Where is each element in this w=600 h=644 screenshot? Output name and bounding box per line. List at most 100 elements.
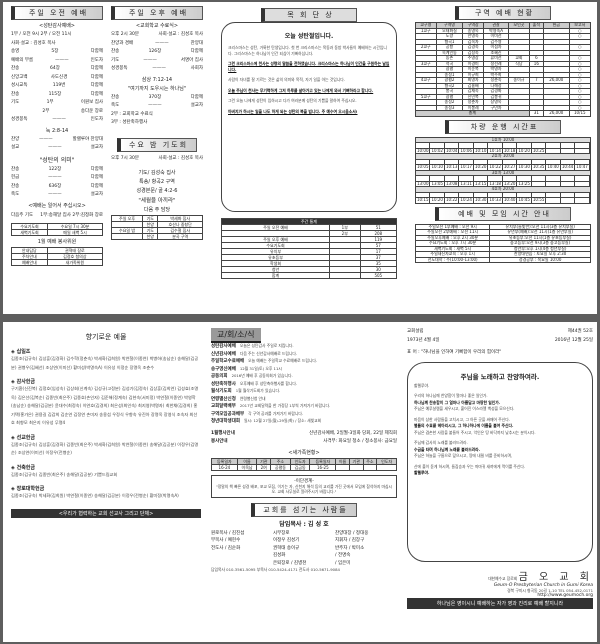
news-item: 교회달력배부 2017년 교회달력을 한 가정당 1부씩 가져가기 바랍니다. bbox=[211, 403, 331, 409]
news-item: 월삭기도회 1월 월삭기도회가 있습니다. bbox=[211, 388, 281, 394]
table-cell: 505 bbox=[359, 272, 398, 279]
district-row: 5교구 광평 신민복 김봉귀 ○ bbox=[415, 93, 592, 100]
wednesday-prayer: 기도/ 김성숙 집사 bbox=[138, 170, 176, 176]
afternoon-subtitle: <교회학교 수료식> bbox=[135, 23, 179, 29]
bus-time: 10:04 bbox=[443, 147, 460, 154]
bus-time: 10:30 bbox=[516, 164, 532, 171]
schedule-small-table: 수요기도회 수요일 7시 30분 새벽기도회 매일 새벽 5시 bbox=[10, 223, 103, 236]
order-cell: 사도신경 bbox=[50, 74, 68, 80]
church-address: 경북 구미시 형곡동 20길 1-10 TEL 054-452-0171 bbox=[507, 587, 593, 593]
table-cell: 송정3 bbox=[435, 104, 464, 111]
staff-title: 교회를 섬기는 사람들 bbox=[251, 502, 357, 517]
order-cell: 설교자 bbox=[90, 145, 103, 150]
order-cell: 설교 bbox=[11, 145, 20, 150]
next-prayer-label: 다음주 기도 bbox=[11, 212, 34, 218]
offering-names: 김종조(김규숙) 김상훈(김경화) 김종빈(최은주) 박세화(김희원) 박연철(… bbox=[11, 441, 199, 456]
bus-time: 10:33 bbox=[487, 197, 503, 204]
table-cell: ○ bbox=[568, 66, 592, 73]
sermon-paragraph: 크리스마스는 성탄, 거룩한 탄생입니다. 첫 번 크리스마스는 목동과 동방 … bbox=[228, 45, 387, 56]
psalm-line: 할렐루야. bbox=[414, 382, 430, 388]
district-row: 2교구 공항 김경숙 이점자 ○ bbox=[415, 44, 592, 51]
order-cell: ——— bbox=[148, 103, 162, 108]
order-cell: 다함께 bbox=[90, 74, 103, 80]
order-cell: 다함께 bbox=[190, 49, 203, 54]
table-cell bbox=[335, 463, 350, 471]
table-cell: 광평2 bbox=[435, 77, 464, 84]
servants-title: 1월 예배 봉사위원 bbox=[37, 239, 77, 245]
sermon-paragraph: 사람이 자녀를 잘 기르는 것은 삶의 의미와 목적, 자기 일을 아는 것입니… bbox=[228, 77, 345, 82]
newcomer-row: 16-24 이옥남 2여 공평동 김금동 16-25 bbox=[211, 463, 397, 471]
table-cell bbox=[528, 88, 544, 95]
order-cell: 찬송 bbox=[11, 91, 20, 97]
meetings-title: 예배 및 모임 시간 안내 bbox=[435, 206, 571, 221]
schedule-text: 신년감사예배, 2일월-3일화 당회, 22일 제직회 bbox=[309, 430, 397, 436]
order-cell: ——— bbox=[55, 57, 69, 63]
morning-leader: 사회·설교 : 김성호 목사 bbox=[11, 40, 56, 46]
duty-row: 찬양 분곡 구역 bbox=[110, 233, 203, 240]
morning-scripture: 눅 2:8-14 bbox=[45, 127, 69, 134]
morning-sermon-title: "성탄의 의미" bbox=[39, 156, 75, 164]
sermon-paragraph: 아버지가 하시는 일을 나도 하게 되는 성탄의 복을 빕니다. 주 예수여 오… bbox=[228, 108, 358, 114]
order-cell: 다함께 bbox=[190, 94, 203, 100]
church-url[interactable]: http://www.geumoch.org bbox=[537, 593, 593, 598]
offering-names: 김종조(김규숙) 김종빈(최은주) 송해달(김공분) 기쁨드림교회 bbox=[11, 471, 118, 477]
bus-time: 10:00 bbox=[414, 147, 431, 154]
psalm-line: 주님은 예루살렘을 세우시고, 흩어진 이스라엘 백성을 모으신다. bbox=[414, 406, 515, 411]
district-row: 송정3 이봉례 구민자 ○ bbox=[415, 104, 592, 111]
table-cell: ○ bbox=[568, 99, 592, 106]
service-label: 봉사안내 bbox=[211, 439, 228, 444]
table-cell: 박주희 bbox=[482, 71, 510, 78]
order-cell: 다함께 bbox=[90, 175, 103, 180]
order-cell: 서명아 집사 bbox=[180, 57, 203, 63]
table-cell: 나해정 bbox=[482, 82, 510, 89]
afternoon-part3: 3부 : 성탄축하행사 bbox=[111, 120, 148, 125]
order-item: 찬양과 경배 ——— 찬양대 bbox=[111, 40, 203, 49]
bus-times: 10:15 10:20 10:22 10:24 10:30 10:33 10:40 10:45… bbox=[414, 197, 592, 204]
bus-time: 10:25 bbox=[530, 147, 547, 154]
order-item: 찬송 64장 다함께 bbox=[11, 65, 103, 74]
order-cell: 찬송 bbox=[11, 166, 20, 172]
staff-phones: 담임목사 010-3561-5095 부목사 010-5424-4171 전도사… bbox=[211, 567, 340, 572]
order-item: 찬양 ——— 할렐루야 찬양대 bbox=[11, 136, 103, 145]
table-cell bbox=[528, 66, 544, 73]
afternoon-title: 주일 오후 예배 bbox=[111, 6, 203, 20]
order-cell: 사회자 bbox=[190, 66, 203, 71]
district-row: 송정2 정춘자 장명옥 ○ bbox=[415, 99, 592, 106]
order-cell: 찬송 bbox=[11, 183, 20, 189]
offering-names: 구기환(신진복) 김정호(임성숙) 김상회(신계숙) 김성규(고정분) 김성기(… bbox=[11, 386, 199, 425]
next-duty-title: 다음 주 담당 bbox=[143, 207, 171, 213]
table-cell: 7 bbox=[528, 77, 544, 84]
sermon-box: 목 회 단 상 오늘 성탄절입니다. 크리스마스는 성탄, 거룩한 탄생입니다.… bbox=[220, 8, 398, 279]
psalm-line: 주님께 감사의 노래를 불러드려라. bbox=[414, 440, 468, 445]
order-cell: 송영 bbox=[11, 49, 20, 54]
table-cell: 2여 bbox=[256, 463, 272, 471]
offering-names: 김종조(김규숙) 김상훈(김경화) 김수학(정춘숙) 박세화(김희원) 박연철(… bbox=[11, 356, 199, 370]
bus-time: 10:20 bbox=[429, 197, 445, 204]
table-cell: 봉곡 bbox=[435, 88, 464, 95]
order-cell: 기도 bbox=[11, 100, 20, 105]
order-cell: 축도 bbox=[111, 103, 120, 108]
scripture-banner: 하나님은 영이시니 예배하는 자가 영과 진리로 예배 할지니라 bbox=[407, 598, 593, 609]
staff-row: 원로목사 / 김진섭 시무장로 찬양대장 / 정대웅 bbox=[211, 530, 369, 536]
order-cell: ——— bbox=[39, 136, 53, 142]
bus-time: 10:40 bbox=[545, 164, 561, 171]
order-item: 찬송 115장 다함께 bbox=[11, 91, 103, 100]
bus-time: 10:13 bbox=[443, 164, 460, 171]
news-item: 성탄감사예배 오늘은 성탄감사 주일로 지킵니다. bbox=[211, 343, 294, 349]
morning-title: 주일 오전 예배 bbox=[11, 6, 103, 20]
news-item: 주일학교수료예배 오늘 예배는 주일학교 수료예배로 드립니다. bbox=[211, 358, 318, 364]
news-section: 교/회/소/식 성탄감사예배 오늘은 성탄감사 주일로 지킵니다. 신년감사예배 다음… bbox=[211, 328, 397, 573]
heresy-warning-title: -이단경계- bbox=[294, 478, 314, 484]
bus-title: 차량 운행 시간표 bbox=[445, 119, 561, 134]
psalm-line: 주님은 겸손한 사람을 붙들어 주시고, 악인은 땅 바닥까지 낮추시는 분이시… bbox=[414, 429, 536, 435]
stats-table: 주간 통계 주일 오전 예배 1부 51 2부 208 주일 오후 예배 119 수요기도회 57… bbox=[220, 218, 398, 279]
table-cell bbox=[348, 463, 364, 471]
order-cell: ——— bbox=[152, 66, 166, 71]
morning-times: 1부 / 오전 9시 2부 / 오전 11시 bbox=[11, 32, 72, 37]
newcomers-table: 등록일자 이름 기관 주소 인도자 등록일자 이름 기관 주소 인도자 16-24 이옥남 2여 공평동 김… bbox=[211, 457, 397, 471]
order-item: 찬송 370장 다함께 bbox=[111, 94, 203, 103]
servants-table: 안내담당 권혁태 장로 주차안내 김정호 청의상 예배안내 새가족위원 bbox=[11, 247, 104, 266]
order-cell: 기도 bbox=[111, 57, 120, 63]
church-name: 금 오 교 회 bbox=[518, 571, 593, 583]
bus-time: 10:15 bbox=[414, 197, 431, 204]
